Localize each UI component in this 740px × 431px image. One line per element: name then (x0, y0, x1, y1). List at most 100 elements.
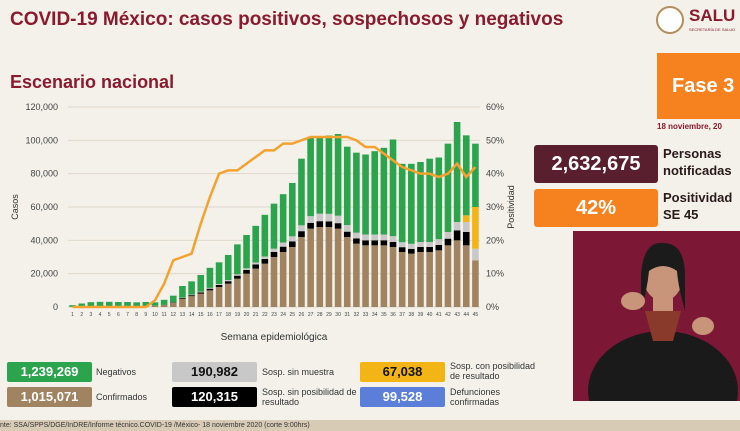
legend-defunciones-box: 99,528 (360, 387, 445, 407)
bar-negativos (188, 281, 195, 295)
x-tick-label: 8 (135, 312, 138, 318)
bar-sosp-sin-muestra (252, 262, 259, 265)
bar-sosp-sin-posibilidad-de-resultado (188, 295, 195, 297)
x-tick-label: 19 (235, 312, 241, 318)
bar-confirmados (169, 302, 177, 307)
x-tick-label: 44 (463, 312, 469, 318)
bar-negativos (169, 295, 177, 303)
notified-label-line1: Personas (663, 146, 722, 161)
bar-confirmados (371, 245, 379, 307)
x-tick-label: 21 (253, 312, 259, 318)
x-tick-label: 45 (473, 312, 479, 318)
x-tick-label: 20 (244, 312, 250, 318)
bar-sosp-sin-posibilidad-de-resultado (408, 248, 415, 254)
bar-sosp-sin-muestra (325, 213, 333, 222)
bar-negativos (389, 139, 397, 237)
bar-sosp-sin-posibilidad-de-resultado (334, 223, 342, 229)
x-tick-label: 11 (162, 312, 167, 318)
bar-sosp-sin-muestra (435, 239, 443, 245)
legend-negativos-value: 1,239,269 (20, 364, 79, 379)
bar-sosp-sin-muestra (389, 236, 397, 242)
x-tick-label: 18 (225, 312, 231, 318)
bar-confirmados (435, 250, 443, 307)
bar-sosp-sin-posibilidad-de-resultado (224, 281, 232, 284)
positivity-label-line2: SE 45 (663, 207, 699, 222)
y2-tick-label: 60% (486, 102, 504, 112)
bar-negativos (87, 302, 95, 307)
bar-negativos (289, 183, 296, 237)
bar-confirmados (444, 245, 452, 307)
bar-negativos (408, 163, 415, 244)
bar-confirmados (224, 283, 232, 307)
bar-sosp-sin-muestra (206, 287, 214, 289)
bar-sosp-sin-muestra (279, 242, 287, 247)
y-axis-label: Casos (10, 194, 20, 220)
bar-negativos (343, 146, 351, 225)
bar-confirmados (389, 247, 397, 307)
bar-sosp-sin-muestra (298, 225, 305, 232)
x-tick-label: 28 (317, 312, 323, 318)
bar-sosp-sin-posibilidad-de-resultado (353, 238, 360, 244)
positivity-label-line1: Positividad (663, 190, 733, 205)
x-tick-label: 34 (372, 312, 378, 318)
legend-sosp-sin-muestra-box: 190,982 (172, 362, 257, 382)
bar-sosp-sin-posibilidad-de-resultado (426, 247, 433, 252)
bar-negativos (215, 262, 223, 284)
positivity-box: 42% (534, 189, 658, 227)
x-tick-label: 26 (299, 312, 305, 318)
bar-negativos (298, 158, 305, 226)
bar-negativos (124, 302, 131, 307)
y2-axis-label: Positividad (506, 185, 516, 229)
bar-confirmados (417, 252, 424, 307)
legend-sosp-sin-posibilidad-label: Sosp. sin posibilidad de resultado (262, 387, 357, 407)
bar-negativos (453, 122, 461, 222)
bar-negativos (151, 302, 159, 306)
y-tick-label: 100,000 (25, 135, 58, 145)
bar-sosp-sin-posibilidad-de-resultado (371, 240, 379, 246)
bar-sosp-sin-posibilidad-de-resultado (444, 238, 452, 246)
bar-sosp-sin-muestra (307, 216, 314, 223)
bar-negativos (115, 302, 122, 307)
salud-logo: SALU SECRETARÍA DE SALUD (656, 4, 740, 38)
x-tick-label: 10 (152, 312, 158, 318)
bar-negativos (96, 301, 104, 307)
y2-tick-label: 30% (486, 202, 504, 212)
legend-confirmados-box: 1,015,071 (7, 387, 92, 407)
bar-sosp-sin-posibilidad-de-resultado (343, 231, 351, 237)
x-tick-label: 42 (445, 312, 451, 318)
bar-sosp-sin-muestra (462, 222, 470, 232)
bar-confirmados (160, 305, 168, 307)
bar-sosp-sin-muestra (371, 234, 379, 241)
bar-confirmados (362, 245, 369, 307)
bar-sosp-sin-posibilidad-de-resultado (252, 264, 259, 269)
y-tick-label: 20,000 (30, 269, 58, 279)
x-tick-label: 27 (308, 312, 314, 318)
bar-negativos (197, 275, 205, 292)
bar-negativos (316, 137, 324, 214)
bar-negativos (353, 152, 360, 233)
notified-label-line2: notificadas (663, 163, 732, 178)
bar-confirmados (298, 237, 305, 307)
bar-negativos (261, 214, 269, 257)
y-tick-label: 40,000 (30, 235, 58, 245)
bar-confirmados (325, 227, 333, 307)
x-tick-label: 40 (427, 312, 433, 318)
bar-sosp-sin-posibilidad-de-resultado (243, 270, 250, 274)
bar-confirmados (243, 273, 250, 307)
bar-confirmados (270, 257, 278, 307)
bar-negativos (417, 162, 424, 242)
legend-sosp-sin-muestra-value: 190,982 (191, 364, 238, 379)
bar-sosp-sin-muestra (234, 274, 241, 276)
x-tick-label: 4 (99, 312, 102, 318)
bar-confirmados (179, 298, 186, 307)
x-tick-label: 39 (418, 312, 424, 318)
bar-negativos (142, 302, 150, 307)
legend-confirmados-label: Confirmados (96, 392, 148, 402)
legend-sosp-con-posibilidad-box: 67,038 (360, 362, 445, 382)
x-tick-label: 16 (207, 312, 213, 318)
x-tick-label: 2 (80, 312, 83, 318)
phase-badge: Fase 3 (657, 53, 740, 119)
bar-confirmados (279, 252, 287, 307)
bar-negativos (362, 154, 369, 235)
bar-sosp-sin-posibilidad-de-resultado (197, 292, 205, 294)
